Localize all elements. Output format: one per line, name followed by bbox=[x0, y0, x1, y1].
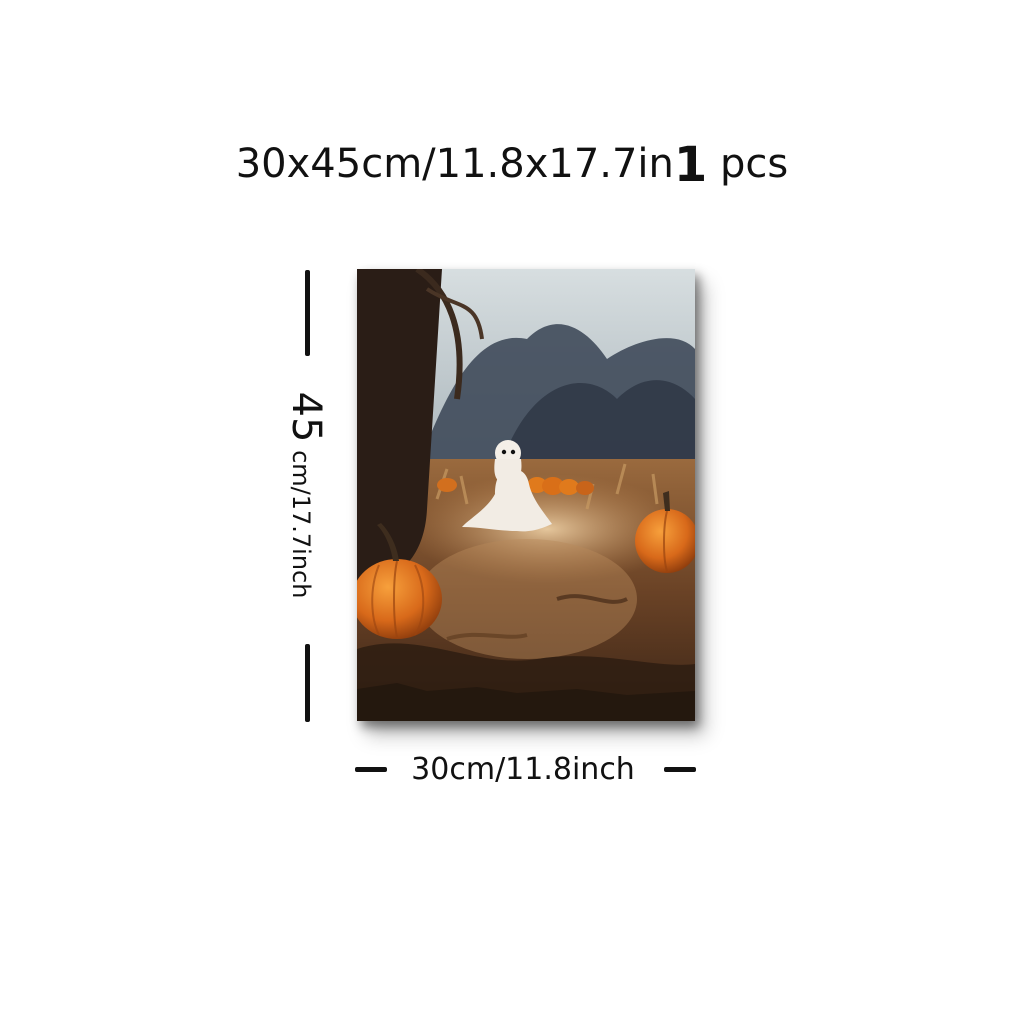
height-dimension-line-top bbox=[305, 270, 310, 356]
quantity-number: 1 bbox=[673, 137, 708, 193]
canvas-print bbox=[357, 269, 695, 721]
width-dimension-line-right bbox=[664, 767, 696, 772]
product-title: 30x45cm/11.8x17.7in1 pcs bbox=[0, 136, 1024, 193]
quantity-unit: pcs bbox=[720, 141, 789, 187]
width-dimension-line-left bbox=[355, 767, 387, 772]
height-unit: cm/17.7inch bbox=[287, 450, 315, 599]
width-dimension-label: 30cm/11.8inch bbox=[411, 752, 635, 787]
height-dimension-label: 45 cm/17.7inch bbox=[283, 392, 329, 599]
ghost-figure bbox=[462, 440, 552, 532]
height-dimension-line-bottom bbox=[305, 644, 310, 722]
pumpkin-left bbox=[357, 523, 442, 639]
size-text: 30x45cm/11.8x17.7in bbox=[235, 141, 674, 187]
pumpkin-right bbox=[635, 491, 695, 573]
height-number: 45 bbox=[283, 391, 329, 443]
ghost-pumpkin-painting bbox=[357, 269, 695, 721]
